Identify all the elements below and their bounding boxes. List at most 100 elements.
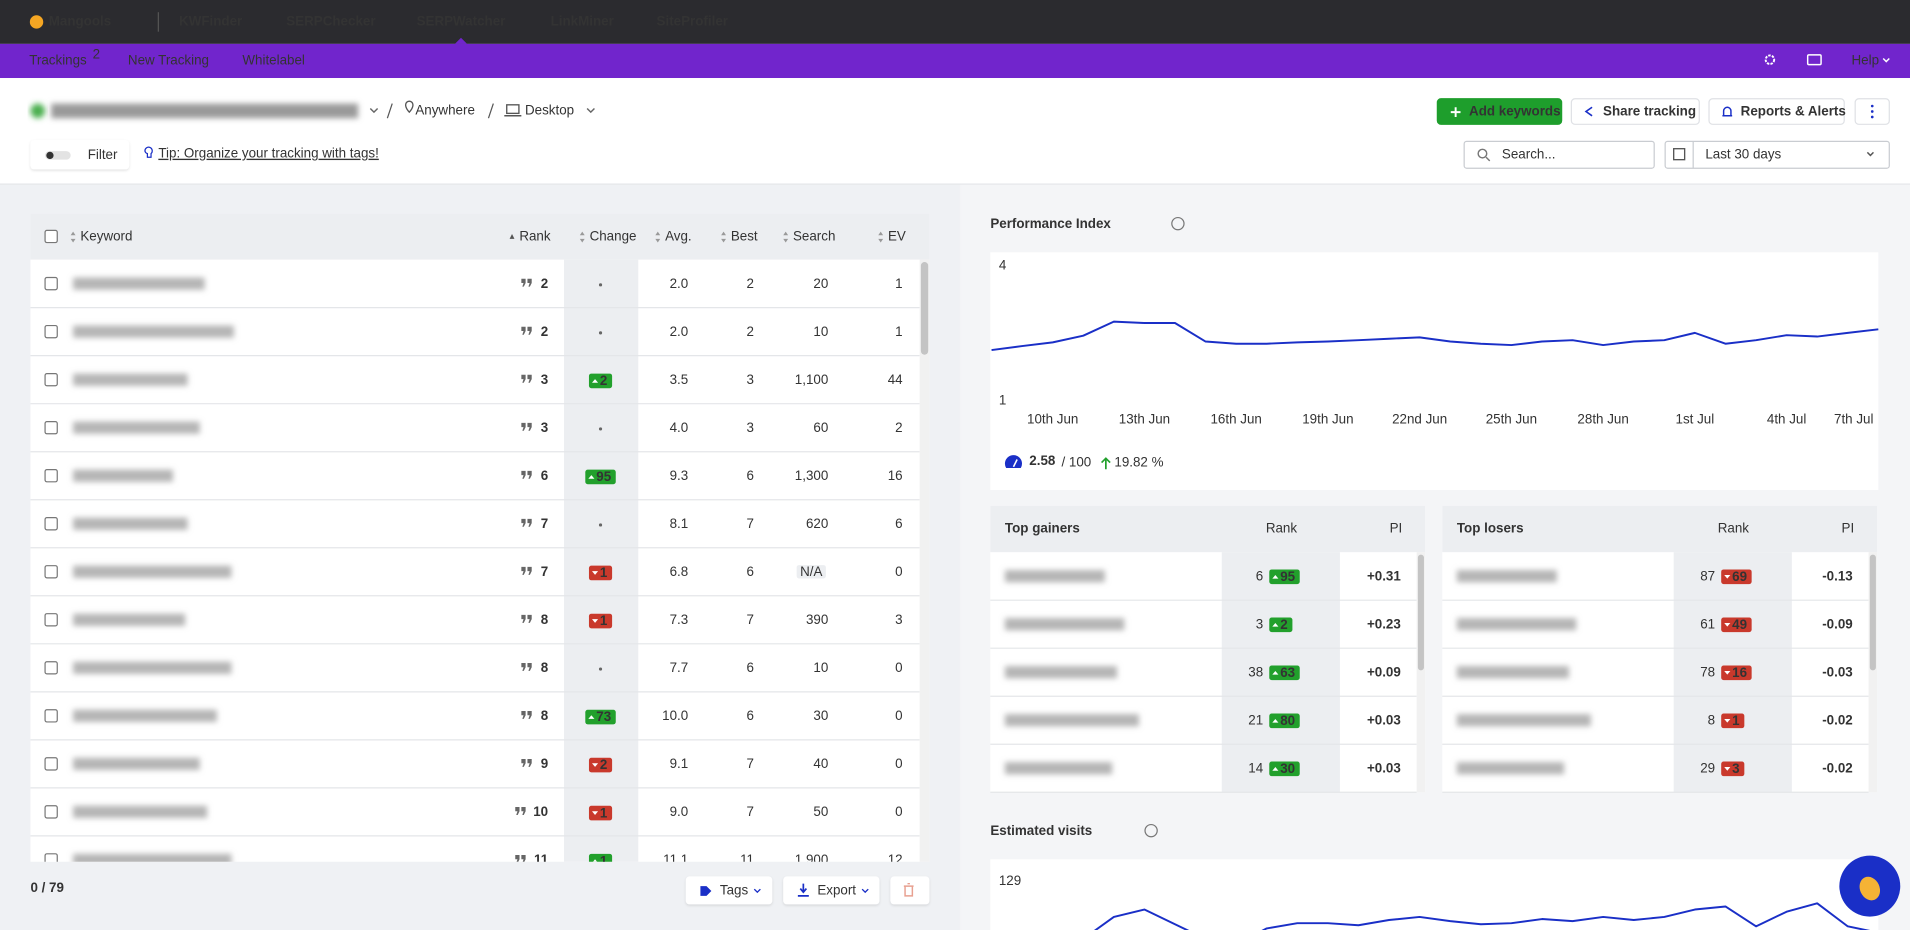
table-row[interactable]: 2 2.0 2 10 1 (30, 324, 920, 357)
button-bg[interactable] (1570, 98, 1700, 125)
column-label[interactable]: Rank (1266, 521, 1298, 536)
table-row[interactable]: 7 8.1 7 620 6 (30, 516, 920, 549)
select-bg[interactable] (1664, 140, 1890, 169)
list-row[interactable]: 8 1 -0.02 (1442, 712, 1869, 745)
row-checkbox[interactable] (44, 420, 58, 435)
nav-item[interactable]: SERPChecker (286, 13, 376, 28)
button-bg[interactable] (1436, 98, 1563, 125)
sub-nav-link[interactable]: Whitelabel (242, 52, 305, 67)
column-label[interactable]: Keyword (80, 229, 132, 244)
scrollbar-thumb[interactable] (1417, 554, 1424, 671)
button-label[interactable]: Export (817, 883, 856, 898)
help-link[interactable]: Help (1852, 52, 1880, 67)
location[interactable]: Anywhere (415, 102, 475, 117)
date-select[interactable]: Last 30 days (1664, 140, 1890, 169)
row-checkbox[interactable] (44, 469, 58, 483)
table-row[interactable]: 7 1 6.8 6 N/A 0 (30, 564, 920, 597)
chat-button[interactable] (1839, 855, 1901, 917)
scrollbar-thumb[interactable] (920, 262, 929, 355)
button-bg[interactable] (685, 876, 773, 905)
list-row[interactable]: 61 49 -0.09 (1442, 616, 1869, 649)
filter-label[interactable]: Filter (88, 147, 118, 162)
table-row[interactable]: 8 73 10.0 6 30 0 (30, 708, 920, 741)
keyboard-icon[interactable] (1806, 54, 1822, 66)
column-header[interactable]: Rank (509, 229, 551, 244)
row-checkbox[interactable] (44, 324, 58, 339)
button-label[interactable]: Share tracking (1603, 104, 1696, 119)
list-row[interactable]: 87 69 -0.13 (1442, 568, 1869, 601)
column-label[interactable]: PI (1842, 521, 1855, 536)
action-button[interactable]: Export (783, 876, 880, 905)
button-label[interactable]: Reports & Alerts (1741, 104, 1846, 119)
row-checkbox[interactable] (44, 757, 58, 771)
table-row[interactable]: 2 2.0 2 20 1 (30, 276, 920, 309)
nav-link[interactable]: LinkMiner (551, 13, 615, 28)
list-row[interactable]: 29 3 -0.02 (1442, 760, 1869, 793)
list-row[interactable]: 78 16 -0.03 (1442, 664, 1869, 697)
table-row[interactable]: 3 2 3.5 3 1,100 44 (30, 372, 920, 405)
table-row[interactable]: 6 95 9.3 6 1,300 16 (30, 468, 920, 501)
filter-bg[interactable] (30, 140, 130, 170)
column-header[interactable]: Keyword (70, 229, 133, 244)
nav-item[interactable]: SERPWatcher (417, 13, 507, 44)
device[interactable]: Desktop (525, 102, 574, 117)
button[interactable]: Add keywords (1436, 98, 1563, 125)
list-row[interactable]: 14 30 +0.03 (990, 760, 1417, 793)
row-checkbox[interactable] (44, 853, 58, 866)
button-bg[interactable] (1708, 98, 1845, 125)
more-button[interactable] (1854, 98, 1890, 125)
action-button[interactable]: Tags (685, 876, 773, 905)
column-header[interactable]: Change (579, 229, 637, 244)
settings-icon[interactable] (1764, 54, 1776, 65)
row-checkbox[interactable] (44, 613, 58, 627)
table-row[interactable]: 3 4.0 3 60 2 (30, 420, 920, 453)
column-header[interactable]: Avg. (655, 229, 692, 244)
date-range[interactable]: Last 30 days (1705, 146, 1781, 161)
nav-link[interactable]: SERPChecker (286, 13, 376, 28)
column-label[interactable]: Rank (519, 229, 551, 244)
input-bg[interactable] (1463, 140, 1655, 169)
scrollbar-thumb[interactable] (1869, 554, 1876, 671)
tip-link[interactable]: Tip: Organize your tracking with tags! (158, 146, 378, 161)
table-row[interactable]: 9 2 9.1 7 40 0 (30, 756, 920, 789)
row-checkbox[interactable] (44, 661, 58, 675)
column-header[interactable]: Search (783, 229, 835, 244)
column-label[interactable]: Avg. (665, 229, 692, 244)
sub-nav-link[interactable]: Trackings (29, 52, 87, 67)
button-bg[interactable] (890, 876, 930, 905)
column-label[interactable]: Search (793, 229, 835, 244)
nav-item[interactable]: SiteProfiler (657, 13, 729, 28)
delete-button[interactable] (890, 876, 930, 905)
row-checkbox[interactable] (44, 372, 58, 387)
button-bg[interactable] (783, 876, 880, 905)
column-label[interactable]: PI (1390, 521, 1403, 536)
nav-link[interactable]: KWFinder (179, 13, 243, 28)
table-row[interactable]: 8 7.7 6 10 0 (30, 660, 920, 693)
nav-link[interactable]: SiteProfiler (657, 13, 729, 28)
search-box[interactable]: Search... (1463, 140, 1655, 169)
row-checkbox[interactable] (44, 276, 58, 291)
nav-item[interactable]: LinkMiner (551, 13, 615, 28)
row-checkbox[interactable] (44, 565, 58, 579)
row-checkbox[interactable] (44, 709, 58, 723)
nav-item[interactable]: KWFinder (179, 13, 243, 28)
button[interactable]: Share tracking (1570, 98, 1700, 125)
column-label[interactable]: EV (888, 229, 906, 244)
header-checkbox[interactable] (44, 229, 58, 244)
column-header[interactable]: EV (878, 229, 906, 244)
column-label[interactable]: Best (731, 229, 758, 244)
button[interactable]: Reports & Alerts (1708, 98, 1846, 125)
list-row[interactable]: 38 63 +0.09 (990, 664, 1417, 697)
button-label[interactable]: Tags (720, 883, 749, 898)
row-checkbox[interactable] (44, 517, 58, 531)
table-row[interactable]: 11 1 11.1 11 1,900 12 (30, 852, 919, 884)
list-row[interactable]: 21 80 +0.03 (990, 712, 1417, 745)
column-header[interactable]: Best (721, 229, 758, 244)
filter-toggle[interactable]: Filter (30, 140, 130, 170)
list-row[interactable]: 6 95 +0.31 (990, 568, 1417, 601)
column-label[interactable]: Change (590, 229, 637, 244)
column-label[interactable]: Rank (1718, 521, 1750, 536)
table-row[interactable]: 8 1 7.3 7 390 3 (30, 612, 920, 645)
row-checkbox[interactable] (44, 805, 58, 819)
sub-nav-link[interactable]: New Tracking (128, 52, 209, 67)
